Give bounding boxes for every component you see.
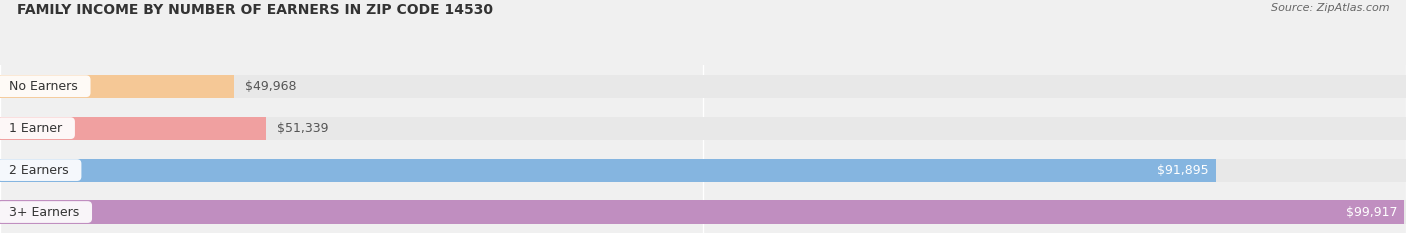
Text: 3+ Earners: 3+ Earners <box>1 206 87 219</box>
Bar <box>0 75 1406 98</box>
Text: $51,339: $51,339 <box>277 122 329 135</box>
Bar <box>0 159 1216 182</box>
Bar <box>0 159 1406 182</box>
Text: $99,917: $99,917 <box>1346 206 1398 219</box>
Text: Source: ZipAtlas.com: Source: ZipAtlas.com <box>1271 3 1389 14</box>
Text: FAMILY INCOME BY NUMBER OF EARNERS IN ZIP CODE 14530: FAMILY INCOME BY NUMBER OF EARNERS IN ZI… <box>17 3 494 17</box>
Text: 2 Earners: 2 Earners <box>1 164 77 177</box>
Text: $49,968: $49,968 <box>245 80 297 93</box>
Bar <box>0 75 233 98</box>
Bar <box>0 200 1405 224</box>
Text: No Earners: No Earners <box>1 80 86 93</box>
Text: $91,895: $91,895 <box>1157 164 1209 177</box>
Text: 1 Earner: 1 Earner <box>1 122 70 135</box>
Bar <box>0 116 1406 140</box>
Bar <box>0 116 266 140</box>
Bar <box>0 200 1406 224</box>
